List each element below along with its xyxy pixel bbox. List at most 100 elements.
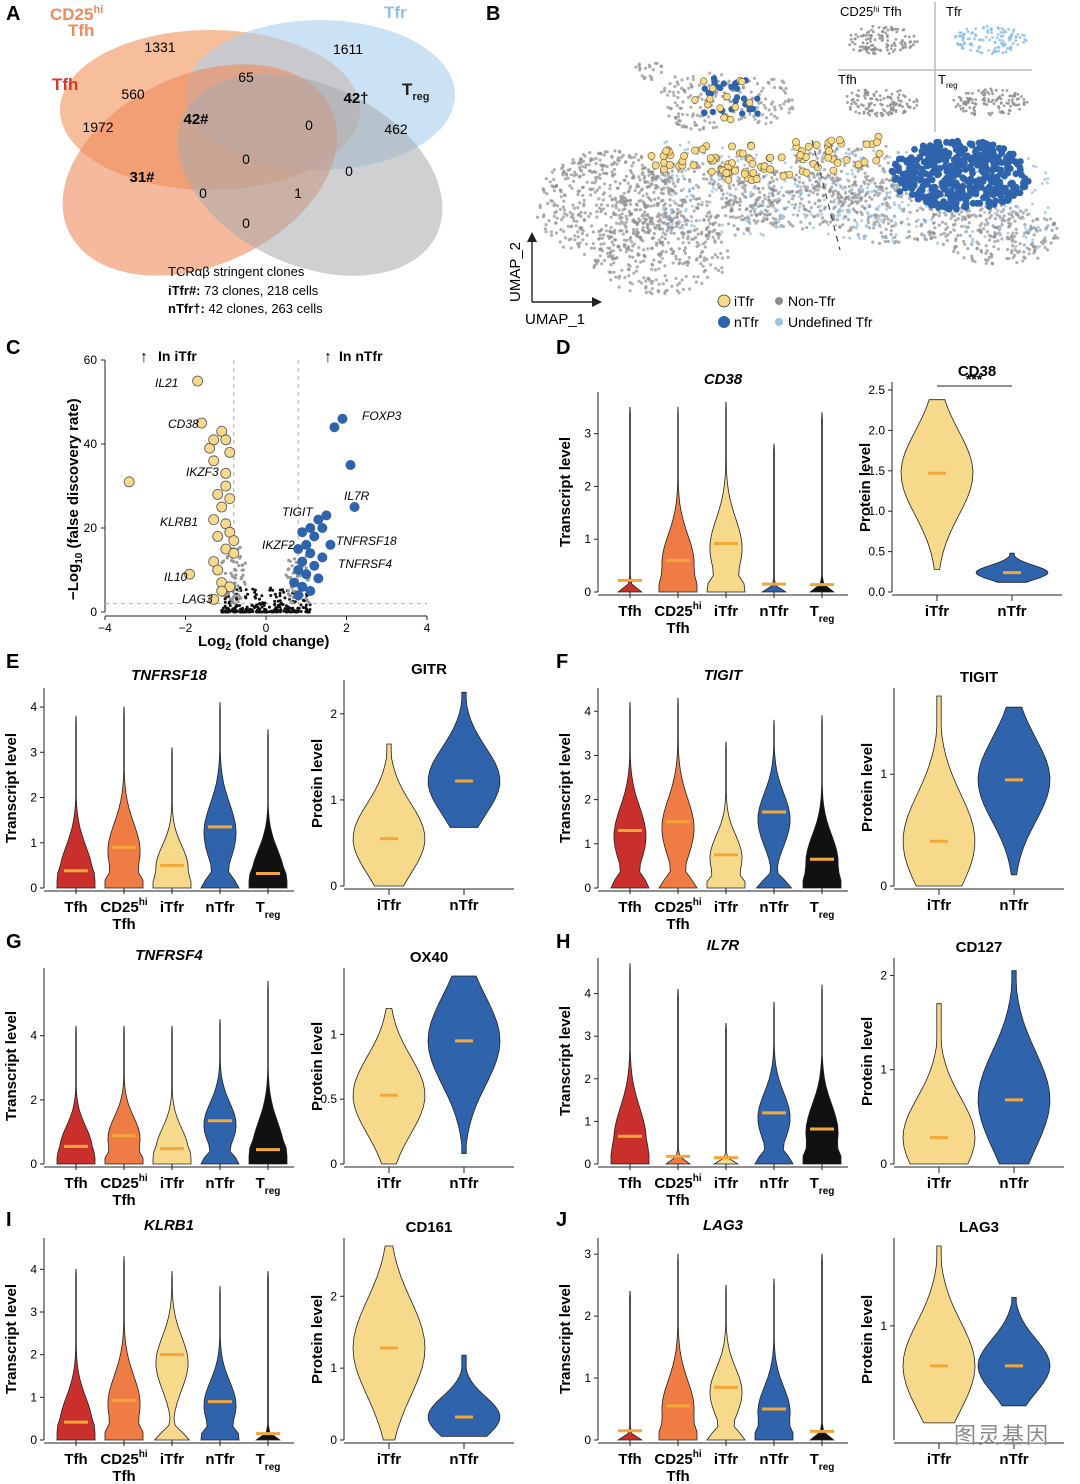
volcano-itfr-point [220, 480, 232, 492]
inset-point-3 [972, 107, 976, 111]
umap-undefined-tfr-point [670, 211, 674, 215]
umap-nontfr-point [874, 216, 878, 220]
umap-nontfr-point [773, 114, 777, 118]
inset-point-0 [900, 40, 904, 44]
umap-nontfr-point [651, 236, 656, 240]
umap-nontfr-point [689, 127, 693, 131]
umap-undefined-tfr-point [866, 186, 869, 190]
umap-itfr-point [651, 161, 660, 170]
protein-category-label: nTfr [997, 603, 1026, 620]
umap-nontfr-point [868, 195, 872, 199]
umap-undefined-tfr-point [752, 186, 756, 189]
umap-nontfr-point [1027, 252, 1031, 256]
umap-nontfr-point [541, 188, 546, 192]
umap-nontfr-point [671, 261, 675, 265]
umap-nontfr-point [597, 206, 602, 210]
umap-nontfr-point [603, 150, 607, 154]
umap-nontfr-point [661, 198, 665, 202]
inset-point-3 [982, 97, 986, 101]
umap-nontfr-point [643, 166, 647, 170]
umap-nontfr-point [760, 89, 764, 93]
volcano-ns-point [231, 607, 235, 611]
umap-nontfr-point [1013, 219, 1017, 223]
umap-nontfr-point [821, 193, 826, 197]
umap-nontfr-point [665, 93, 670, 97]
umap-nontfr-point [711, 223, 715, 227]
umap-nontfr-point [624, 220, 629, 224]
umap-ntfr-point [985, 200, 993, 208]
umap-nontfr-point [559, 228, 563, 232]
umap-nontfr-point [797, 176, 802, 180]
inset-point-3 [977, 89, 981, 92]
volcano-xtick-label: −2 [179, 621, 193, 635]
umap-ntfr-point [895, 155, 903, 163]
umap-nontfr-point [674, 254, 678, 258]
umap-nontfr-point [952, 249, 956, 254]
umap-undefined-tfr-point [710, 189, 714, 193]
inset-point-2 [863, 94, 866, 98]
umap-undefined-tfr-point [689, 193, 693, 197]
umap-nontfr-point [571, 203, 575, 207]
umap-nontfr-point [695, 113, 699, 117]
umap-nontfr-point [691, 112, 696, 116]
umap-undefined-tfr-point [822, 168, 826, 172]
umap-nontfr-point [587, 163, 591, 167]
umap-undefined-tfr-point [1036, 246, 1039, 250]
umap-nontfr-point [732, 198, 737, 203]
umap-nontfr-point [763, 106, 768, 110]
umap-nontfr-point [769, 112, 773, 116]
umap-nontfr-point [775, 170, 779, 174]
umap-nontfr-point [579, 214, 583, 218]
volcano-ntfr-point [297, 527, 308, 538]
umap-nontfr-point [600, 164, 604, 168]
umap-undefined-tfr-point [671, 179, 675, 183]
umap-itfr-point [749, 169, 758, 177]
umap-nontfr-point [984, 251, 988, 255]
umap-nontfr-point [850, 192, 854, 196]
umap-nontfr-point [740, 116, 744, 120]
inset-point-1 [963, 32, 967, 36]
inset-point-2 [872, 92, 876, 96]
umap-nontfr-point [752, 114, 756, 118]
umap-ntfr-point [944, 181, 951, 188]
umap-itfr-point [792, 138, 800, 146]
panel-letter-a: A [6, 3, 20, 25]
umap-nontfr-point [725, 249, 730, 253]
inset-point-2 [884, 88, 888, 92]
inset-point-0 [860, 27, 863, 31]
umap-nontfr-point [581, 165, 585, 169]
umap-nontfr-point [732, 201, 736, 205]
umap-nontfr-point [1011, 231, 1015, 235]
umap-nontfr-point [884, 177, 889, 181]
umap-ntfr-point [933, 144, 941, 152]
umap-nontfr-point [1056, 236, 1060, 240]
umap-nontfr-point [646, 204, 650, 208]
transcript-ytick-label: 2 [584, 793, 591, 807]
umap-nontfr-point [760, 113, 765, 117]
umap-nontfr-point [1038, 228, 1042, 232]
umap-nontfr-point [673, 115, 678, 119]
umap-nontfr-point [602, 171, 606, 175]
umap-nontfr-point [594, 178, 598, 182]
umap-nontfr-point [663, 237, 667, 241]
category-label: Tfh [64, 1175, 87, 1192]
umap-ntfr-point [959, 147, 967, 154]
umap-nontfr-point [1043, 239, 1047, 243]
umap-nontfr-point [697, 196, 702, 201]
inset-point-2 [870, 97, 874, 101]
umap-nontfr-point [680, 223, 685, 227]
umap-nontfr-point [622, 238, 627, 242]
volcano-ns-point [282, 590, 286, 594]
umap-nontfr-point [831, 192, 836, 196]
volcano-gray-point [288, 559, 292, 563]
umap-nontfr-point [889, 219, 894, 223]
umap-nontfr-point [674, 201, 678, 205]
umap-nontfr-point [866, 182, 871, 186]
umap-undefined-tfr-point [847, 152, 851, 156]
watermark: 图灵基因 [953, 1424, 1050, 1449]
umap-itfr-point [777, 153, 786, 162]
umap-nontfr-point [663, 274, 667, 278]
umap-undefined-tfr-point [669, 208, 673, 212]
umap-nontfr-point [1000, 219, 1004, 223]
